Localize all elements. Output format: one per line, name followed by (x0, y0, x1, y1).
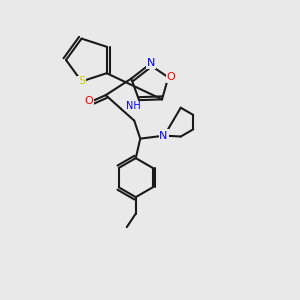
Text: N: N (160, 130, 168, 140)
Text: O: O (166, 72, 175, 82)
Text: S: S (78, 76, 85, 86)
Text: N: N (159, 130, 167, 141)
Text: NH: NH (126, 101, 141, 111)
Text: O: O (84, 96, 93, 106)
Text: N: N (147, 58, 155, 68)
